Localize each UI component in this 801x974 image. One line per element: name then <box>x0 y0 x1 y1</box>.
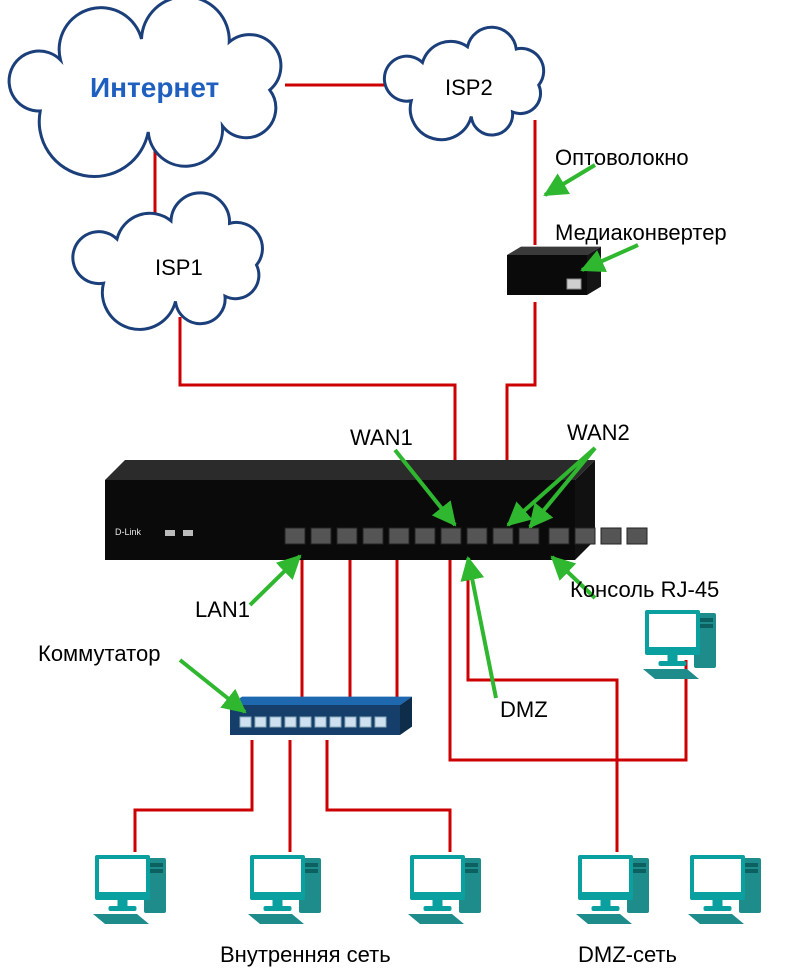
connection-line <box>135 740 252 852</box>
callout-arrow <box>180 660 245 712</box>
label-console: Консоль RJ-45 <box>570 577 719 603</box>
callout-arrow <box>468 558 496 698</box>
label-dmz_net: DMZ-сеть <box>578 942 677 968</box>
pc-icon <box>408 855 481 924</box>
label-inner_net: Внутренняя сеть <box>220 942 391 968</box>
pc-icon <box>93 855 166 924</box>
label-mediaconv: Медиаконвертер <box>555 220 727 246</box>
svg-text:D-Link: D-Link <box>115 527 142 537</box>
pc-icon <box>643 610 716 679</box>
pc-icon <box>248 855 321 924</box>
pc-icon <box>688 855 761 924</box>
network-diagram: D-Link Интернет ISP2 ISP1 Оптоволокно Медиак… <box>0 0 801 974</box>
callout-arrow <box>250 556 300 605</box>
connection-line <box>327 740 450 852</box>
label-internet: Интернет <box>90 72 219 104</box>
label-isp2: ISP2 <box>445 75 493 101</box>
label-lan1: LAN1 <box>195 597 250 623</box>
label-wan2: WAN2 <box>567 420 630 446</box>
media-converter <box>507 247 601 295</box>
label-wan1: WAN1 <box>350 425 413 451</box>
label-isp1: ISP1 <box>155 255 203 281</box>
label-dmz: DMZ <box>500 697 548 723</box>
label-switch_label: Коммутатор <box>38 641 160 667</box>
pc-icon <box>576 855 649 924</box>
small-switch <box>230 697 412 735</box>
label-fiber: Оптоволокно <box>555 145 689 171</box>
